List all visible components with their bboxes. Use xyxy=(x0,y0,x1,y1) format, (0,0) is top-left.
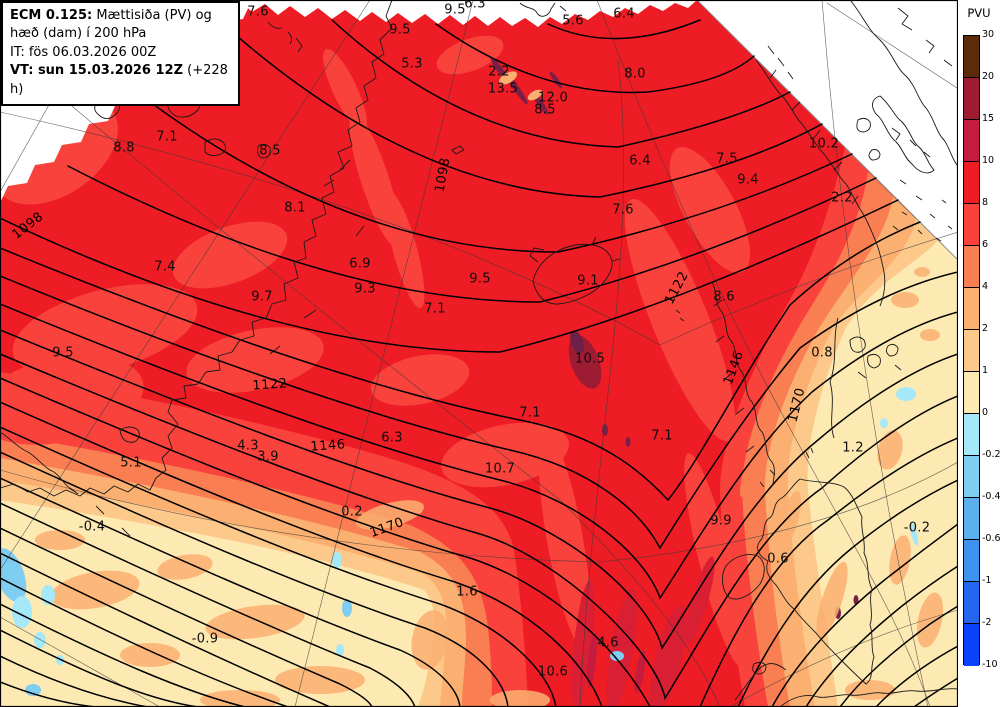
colorbar-tick-label: 15 xyxy=(982,113,995,124)
legend-line-2: hæð (dam) í 200 hPa xyxy=(10,26,147,42)
pv-value-label: 6.9 xyxy=(349,256,371,272)
coastlines xyxy=(0,0,958,707)
colorbar-tick-label: -2 xyxy=(982,617,992,628)
pv-value-label: 13.5 xyxy=(487,81,519,97)
pv-value-label: 9.9 xyxy=(710,513,732,529)
pv-value-label: 8.5 xyxy=(534,102,556,118)
colorbar-tick-label: -0.6 xyxy=(982,533,1000,544)
pv-value-label: 6.3 xyxy=(381,430,403,446)
pv-value-label: 7.5 xyxy=(716,151,738,167)
pv-value-label: 4.3 xyxy=(237,438,259,454)
pv-value-label: 12.0 xyxy=(537,90,569,106)
colorbar-segment xyxy=(964,330,979,372)
pv-value-label: 0.8 xyxy=(811,345,833,361)
legend-box: ECM 0.125: Mættisiða (PV) og hæð (dam) í… xyxy=(1,1,240,107)
colorbar-segment xyxy=(964,456,979,498)
graticule xyxy=(0,0,958,707)
legend-line-1: ECM 0.125: Mættisiða (PV) og xyxy=(10,8,212,23)
pv-value-label: 4.6 xyxy=(597,635,619,651)
colorbar-tick-label: -0.4 xyxy=(982,491,1000,502)
pv-value-label: 3.9 xyxy=(257,449,279,465)
pv-value-label: 5.1 xyxy=(120,455,142,471)
pv-value-label: 8.0 xyxy=(624,66,646,82)
colorbar-segment xyxy=(964,162,979,204)
colorbar-segment xyxy=(964,498,979,540)
colorbar-tick-label: 1 xyxy=(982,365,989,376)
colorbar-tick-label: -10 xyxy=(982,659,998,670)
pv-value-label: 5.6 xyxy=(562,13,584,29)
colorbar-segment xyxy=(964,246,979,288)
pv-value-label: -0.4 xyxy=(78,519,106,535)
pv-value-label: 0.6 xyxy=(767,551,789,567)
colorbar-segment xyxy=(964,204,979,246)
pv-value-label: 1.6 xyxy=(456,584,478,600)
colorbar-tick-label: 2 xyxy=(982,323,989,334)
legend-line-4: VT: sun 15.03.2026 12Z (+228 h) xyxy=(10,63,228,97)
colorbar xyxy=(963,35,980,666)
colorbar-tick-label: 20 xyxy=(982,71,995,82)
pv-value-label: 10.7 xyxy=(484,461,516,477)
pv-value-label: 7.6 xyxy=(612,202,634,218)
pv-value-label: 9.5 xyxy=(52,345,74,361)
pv-value-label: 8.5 xyxy=(259,143,281,159)
pv-value-label: 10.5 xyxy=(574,351,606,367)
pv-value-label: 7.4 xyxy=(154,259,176,275)
weather-map xyxy=(0,0,958,707)
colorbar-segment xyxy=(964,120,979,162)
pv-value-label: 7.1 xyxy=(156,129,178,145)
pv-value-label: 10.6 xyxy=(537,664,569,680)
pv-value-label: 2.2 xyxy=(831,190,853,206)
pv-value-label: 7.1 xyxy=(651,428,673,444)
colorbar-tick-label: -1 xyxy=(982,575,992,586)
colorbar-tick-label: 8 xyxy=(982,197,989,208)
pv-value-label: 10.2 xyxy=(808,136,840,152)
pv-value-label: 9.3 xyxy=(354,281,376,297)
pv-value-label: 2.2 xyxy=(488,64,510,80)
colorbar-segment xyxy=(964,582,979,624)
pv-value-label: 1.2 xyxy=(842,440,864,456)
pv-value-label: -0.9 xyxy=(191,631,219,647)
pv-value-label: 9.5 xyxy=(389,22,411,38)
pv-value-label: 0.2 xyxy=(341,504,363,520)
colorbar-segment xyxy=(964,288,979,330)
colorbar-tick-label: 6 xyxy=(982,239,989,250)
pv-value-label: 8.8 xyxy=(113,140,135,156)
colorbar-tick-label: 10 xyxy=(982,155,995,166)
pv-value-label: 9.5 xyxy=(469,271,491,287)
height-contour-label: 1146 xyxy=(309,437,347,455)
colorbar-segment xyxy=(964,78,979,120)
pv-value-label: 7.1 xyxy=(424,301,446,317)
pv-value-label: 6.4 xyxy=(613,6,635,22)
legend-line-3: IT: fös 06.03.2026 00Z xyxy=(10,44,157,60)
height-contour-label: 1122 xyxy=(251,376,289,394)
pv-value-label: 9.4 xyxy=(737,172,759,188)
colorbar-segment xyxy=(964,624,979,666)
pv-value-label: 5.3 xyxy=(401,56,423,72)
pv-value-label: -0.2 xyxy=(903,520,931,536)
colorbar-segment xyxy=(964,36,979,78)
colorbar-segment xyxy=(964,414,979,456)
pv-value-label: 9.5 xyxy=(444,2,466,18)
pv-value-label: 9.1 xyxy=(577,273,599,289)
colorbar-tick-label: 0 xyxy=(982,407,989,418)
colorbar-segment xyxy=(964,372,979,414)
pv-value-label: 6.3 xyxy=(464,0,486,12)
colorbar-tick-label: 4 xyxy=(982,281,989,292)
colorbar-title: PVU xyxy=(967,6,991,20)
colorbar-tick-label: 30 xyxy=(982,29,995,40)
pv-value-label: 7.6 xyxy=(247,4,269,20)
pv-value-label: 7.1 xyxy=(519,405,541,421)
pv-value-label: 8.6 xyxy=(713,289,735,305)
height-contours xyxy=(0,19,958,707)
pv-value-label: 6.4 xyxy=(629,153,651,169)
colorbar-segment xyxy=(964,540,979,582)
colorbar-tick-label: -0.2 xyxy=(982,449,1000,460)
pv-value-label: 9.7 xyxy=(251,289,273,305)
pv-value-label: 8.1 xyxy=(284,200,306,216)
